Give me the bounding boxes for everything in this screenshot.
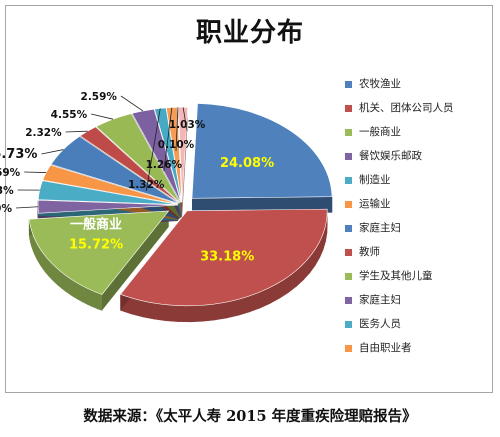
legend-swatch bbox=[345, 201, 352, 208]
legend-item: 一般商业 bbox=[345, 126, 485, 150]
legend-label: 机关、团体公司人员 bbox=[359, 102, 454, 114]
data-label: 2.19% bbox=[0, 203, 12, 215]
leader-line bbox=[24, 171, 47, 173]
data-label: 0.10% bbox=[158, 139, 195, 151]
pie-slice bbox=[120, 208, 328, 307]
legend-swatch bbox=[345, 105, 352, 112]
legend-swatch bbox=[345, 297, 352, 304]
data-label: 15.72% bbox=[69, 237, 123, 252]
data-label: 1.32% bbox=[128, 179, 165, 191]
data-label: 33.18% bbox=[200, 249, 254, 264]
leader-line bbox=[175, 107, 179, 152]
leader-line bbox=[120, 95, 144, 112]
legend-swatch bbox=[345, 129, 352, 136]
pie-slice bbox=[42, 164, 179, 205]
data-label: 4.55% bbox=[51, 109, 88, 121]
legend-item: 家庭主妇 bbox=[345, 294, 485, 318]
chart-title: 职业分布 bbox=[195, 18, 304, 48]
legend-label: 家庭主妇 bbox=[359, 294, 401, 306]
leader-line bbox=[145, 108, 161, 192]
leader-line bbox=[163, 107, 173, 172]
leader-line bbox=[15, 206, 39, 209]
legend-swatch bbox=[345, 273, 352, 280]
data-label: 5.73% bbox=[0, 147, 37, 162]
leader-line bbox=[182, 107, 188, 132]
legend-item: 农牧渔业 bbox=[345, 78, 485, 102]
legend-label: 餐饮娱乐邮政 bbox=[359, 150, 422, 162]
legend-item: 教师 bbox=[345, 246, 485, 270]
legend-item: 家庭主妇 bbox=[345, 222, 485, 246]
pie-slice bbox=[191, 103, 333, 199]
pie-slice bbox=[28, 210, 170, 295]
leader-line bbox=[65, 130, 88, 133]
leader-line bbox=[91, 113, 114, 120]
leader-line bbox=[41, 149, 64, 155]
legend-label: 运输业 bbox=[359, 198, 391, 210]
legend-item: 自由职业者 bbox=[345, 342, 485, 366]
pie-slice bbox=[95, 113, 181, 203]
slice-inner-label: 一般商业 bbox=[70, 216, 122, 232]
legend-swatch bbox=[345, 177, 352, 184]
data-label: 2.69% bbox=[0, 167, 21, 179]
legend-swatch bbox=[345, 345, 352, 352]
legend-swatch bbox=[345, 81, 352, 88]
legend-label: 教师 bbox=[359, 246, 380, 258]
legend-label: 医务人员 bbox=[359, 318, 401, 330]
data-source-caption: 数据来源：《太平人寿 2015 年度重疾险理赔报告》 bbox=[83, 408, 417, 425]
pie-slice bbox=[131, 108, 182, 203]
data-label: 2.59% bbox=[81, 91, 118, 103]
legend-item: 运输业 bbox=[345, 198, 485, 222]
legend-item: 学生及其他儿童 bbox=[345, 270, 485, 294]
legend-item: 制造业 bbox=[345, 174, 485, 198]
data-label: 3.23% bbox=[0, 185, 14, 197]
data-label: 24.08% bbox=[220, 156, 274, 171]
data-label: 1.03% bbox=[169, 119, 206, 131]
legend-swatch bbox=[345, 225, 352, 232]
data-label: 2.32% bbox=[25, 127, 62, 139]
chart-legend: 农牧渔业 机关、团体公司人员 一般商业 餐饮娱乐邮政 制造业 运输业 家庭主妇 教师 学生及其他… bbox=[345, 78, 485, 366]
legend-label: 农牧渔业 bbox=[359, 78, 401, 90]
legend-swatch bbox=[345, 249, 352, 256]
legend-label: 学生及其他儿童 bbox=[359, 270, 433, 282]
legend-label: 自由职业者 bbox=[359, 342, 412, 354]
legend-label: 家庭主妇 bbox=[359, 222, 401, 234]
legend-swatch bbox=[345, 153, 352, 160]
legend-swatch bbox=[345, 321, 352, 328]
legend-label: 制造业 bbox=[359, 174, 391, 186]
pie-slice bbox=[37, 180, 179, 205]
legend-item: 机关、团体公司人员 bbox=[345, 102, 485, 126]
legend-item: 餐饮娱乐邮政 bbox=[345, 150, 485, 174]
legend-item: 医务人员 bbox=[345, 318, 485, 342]
data-label: 1.26% bbox=[146, 159, 183, 171]
legend-label: 一般商业 bbox=[359, 126, 401, 138]
